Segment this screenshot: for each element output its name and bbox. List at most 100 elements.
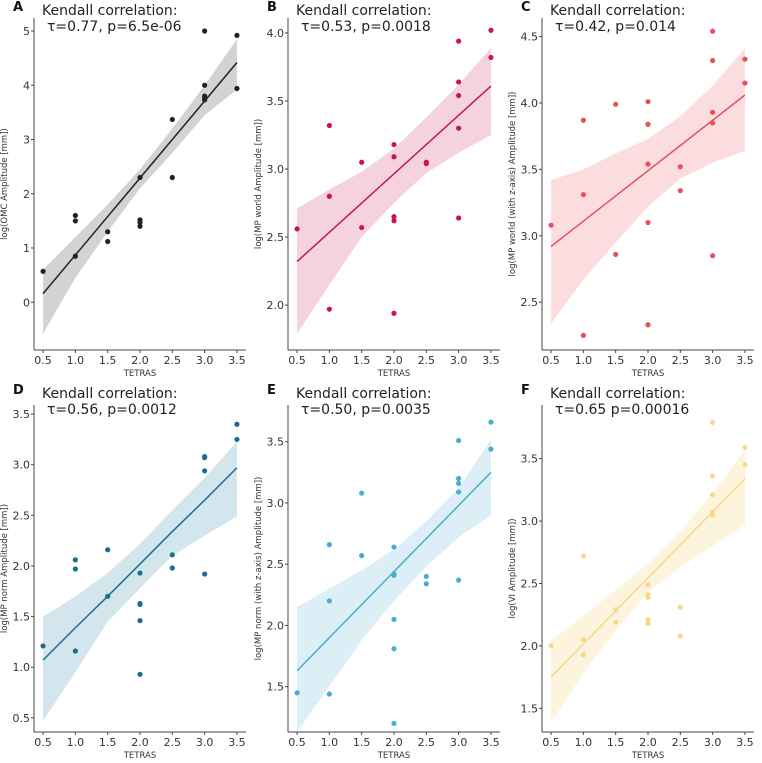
x-tick-label: 2.0 bbox=[639, 354, 657, 367]
x-tick-label: 3.0 bbox=[196, 354, 214, 367]
data-point bbox=[456, 437, 462, 444]
data-point bbox=[234, 85, 240, 92]
annotation-stats: τ=0.77, p=6.5e-06 bbox=[47, 19, 182, 35]
x-tick-label: 0.5 bbox=[542, 736, 560, 749]
data-point bbox=[645, 620, 651, 627]
data-point bbox=[645, 617, 651, 623]
data-point bbox=[710, 57, 716, 64]
y-tick-label: 2.5 bbox=[521, 296, 539, 309]
data-point bbox=[456, 577, 462, 583]
data-point bbox=[710, 512, 716, 518]
x-tick-label: 3.5 bbox=[736, 354, 754, 367]
data-point bbox=[169, 565, 175, 571]
y-tick-label: 2.0 bbox=[267, 619, 285, 632]
panel-letter: F bbox=[521, 383, 530, 398]
data-point bbox=[326, 691, 332, 697]
x-tick-label: 2.5 bbox=[418, 354, 436, 367]
data-point bbox=[202, 571, 208, 577]
x-tick-label: 1.5 bbox=[99, 736, 117, 749]
panel-letter: E bbox=[267, 383, 276, 398]
x-tick-label: 2.0 bbox=[131, 736, 149, 749]
x-tick-label: 3.5 bbox=[482, 354, 500, 367]
x-tick-label: 2.0 bbox=[131, 354, 149, 367]
data-point bbox=[488, 446, 494, 452]
data-point bbox=[137, 618, 143, 624]
data-point bbox=[202, 97, 208, 103]
x-tick-label: 2.5 bbox=[418, 736, 436, 749]
annotation-stats: τ=0.56, p=0.0012 bbox=[47, 402, 177, 418]
data-point bbox=[423, 581, 429, 587]
data-point bbox=[613, 251, 619, 257]
data-point bbox=[137, 671, 143, 677]
x-tick-label: 1.5 bbox=[607, 354, 625, 367]
x-tick-label: 2.5 bbox=[164, 354, 182, 367]
panel-a: 0.5 1.0 1.5 2.0 2.5 3.0 3.5 0 1 2 3 4 5 TETRAS log(OMC… bbox=[0, 0, 254, 380]
annotation-line: Kendall correlation: bbox=[550, 386, 686, 402]
data-point bbox=[580, 637, 586, 643]
y-tick-label: 1.5 bbox=[521, 702, 539, 715]
data-point bbox=[169, 174, 175, 181]
data-point bbox=[710, 120, 716, 126]
annotation-line: Kendall correlation: bbox=[42, 386, 178, 402]
x-tick-label: 1.0 bbox=[321, 354, 339, 367]
y-tick-label: 4 bbox=[23, 79, 30, 92]
data-point bbox=[391, 218, 397, 224]
y-axis-label: log(MP world (with z-axis) Amplitude [mm… bbox=[508, 92, 518, 277]
data-point bbox=[677, 188, 683, 194]
data-point bbox=[202, 82, 208, 88]
y-tick-label: 2.0 bbox=[13, 560, 31, 573]
data-point bbox=[613, 619, 619, 625]
x-axis-label: TETRAS bbox=[377, 369, 411, 379]
data-point bbox=[423, 573, 429, 580]
y-tick-label: 3.5 bbox=[267, 436, 285, 449]
x-tick-label: 2.0 bbox=[385, 736, 403, 749]
data-point bbox=[72, 566, 78, 572]
data-point bbox=[391, 616, 397, 622]
x-tick-label: 3.5 bbox=[228, 736, 246, 749]
data-point bbox=[359, 224, 365, 231]
y-tick-label: 1 bbox=[23, 242, 30, 255]
data-point bbox=[456, 79, 462, 85]
data-point bbox=[294, 690, 300, 696]
panel-letter: D bbox=[13, 383, 24, 398]
regression-line bbox=[550, 94, 746, 248]
data-point bbox=[645, 99, 651, 105]
kendall-annotation: Kendall correlation: τ=0.53, p=0.0018 bbox=[296, 3, 432, 35]
data-point bbox=[391, 572, 397, 578]
y-tick-label: 0.5 bbox=[13, 712, 31, 725]
confidence-band bbox=[297, 439, 491, 732]
y-tick-label: 3.0 bbox=[521, 230, 539, 243]
confidence-band bbox=[43, 441, 237, 721]
data-point bbox=[456, 92, 462, 99]
y-tick-label: 3 bbox=[23, 134, 30, 147]
data-point bbox=[677, 604, 683, 610]
confidence-band bbox=[43, 39, 237, 334]
x-tick-label: 0.5 bbox=[542, 354, 560, 367]
y-axis-label: log(VI Amplitude [mm]) bbox=[508, 518, 518, 618]
data-point bbox=[105, 593, 111, 599]
regression-line bbox=[42, 467, 238, 661]
data-point bbox=[105, 238, 111, 245]
y-axis-label: log(OMC Amplitude [mm]) bbox=[0, 128, 10, 240]
kendall-annotation: Kendall correlation: τ=0.77, p=6.5e-06 bbox=[42, 3, 182, 35]
data-point bbox=[72, 648, 78, 654]
x-tick-label: 3.0 bbox=[196, 736, 214, 749]
y-tick-label: 3.5 bbox=[521, 163, 539, 176]
y-tick-label: 3.5 bbox=[267, 95, 285, 108]
kendall-annotation: Kendall correlation: τ=0.50, p=0.0035 bbox=[296, 386, 432, 418]
x-tick-label: 0.5 bbox=[34, 736, 52, 749]
data-point bbox=[359, 159, 365, 165]
annotation-stats: τ=0.42, p=0.014 bbox=[555, 19, 676, 35]
x-axis-label: TETRAS bbox=[631, 369, 665, 379]
y-axis-label: log(MP world Amplitude [mm]) bbox=[254, 119, 264, 249]
data-point bbox=[456, 215, 462, 221]
data-point bbox=[613, 101, 619, 107]
data-point bbox=[645, 582, 651, 588]
data-point bbox=[169, 552, 175, 558]
data-point bbox=[710, 109, 716, 115]
y-tick-label: 2 bbox=[23, 188, 30, 201]
x-tick-label: 2.5 bbox=[672, 736, 690, 749]
kendall-annotation: Kendall correlation: τ=0.56, p=0.0012 bbox=[42, 386, 178, 418]
x-tick-label: 3.5 bbox=[482, 736, 500, 749]
